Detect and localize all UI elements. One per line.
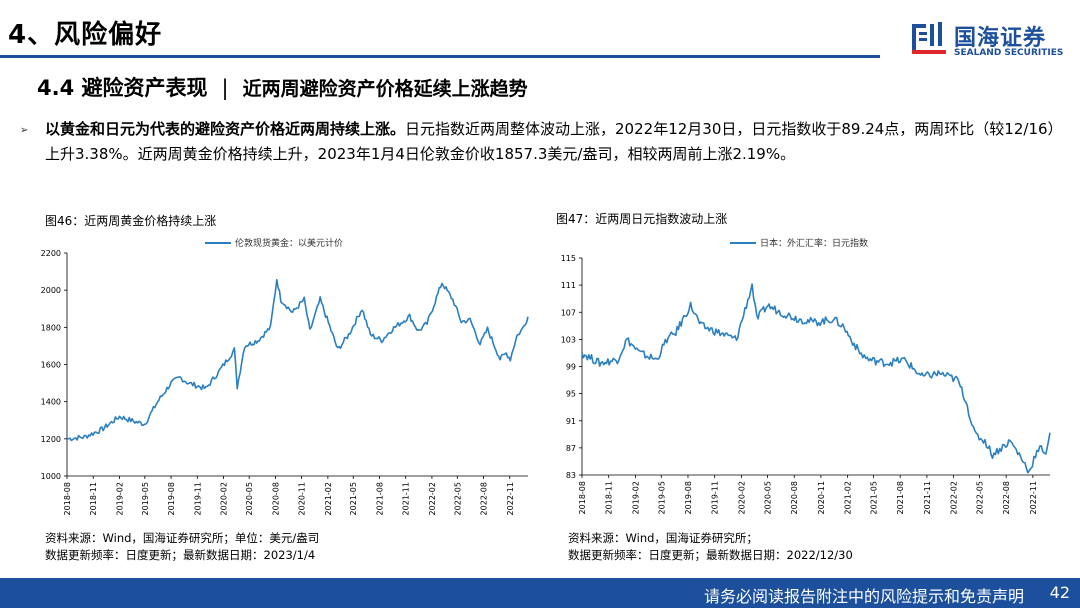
x-tick-label: 2020-05 bbox=[764, 481, 773, 514]
x-tick-label: 2021-08 bbox=[896, 481, 905, 514]
sub-title-separator: | bbox=[221, 76, 229, 100]
x-tick-label: 2018-11 bbox=[89, 482, 98, 515]
fig47-title: 图47：近两周日元指数波动上涨 bbox=[556, 212, 728, 226]
x-tick-label: 2021-02 bbox=[324, 482, 333, 515]
x-tick-label: 2022-08 bbox=[480, 482, 489, 515]
disclaimer-link[interactable]: 请务必阅读报告附注中的风险提示和免责声明 bbox=[703, 587, 1024, 606]
yen-index-chart: 83 87 91 95 99 103 107 111 115 2018-08 2018-11 2019… bbox=[561, 254, 1051, 514]
x-tick-label: 2019-08 bbox=[167, 482, 176, 515]
y-tick-label: 103 bbox=[561, 335, 576, 344]
x-tick-label: 2019-11 bbox=[193, 482, 202, 515]
x-tick-label: 2021-02 bbox=[844, 481, 853, 514]
y-tick-label: 2200 bbox=[41, 249, 61, 258]
y-tick-label: 1000 bbox=[41, 472, 61, 481]
x-tick-label: 2019-08 bbox=[684, 481, 693, 514]
series-line bbox=[66, 279, 529, 442]
fig47-source: 资料来源：Wind，国海证券研究所； bbox=[568, 531, 758, 545]
x-tick-label: 2022-05 bbox=[975, 481, 984, 514]
x-tick-label: 2019-02 bbox=[115, 482, 124, 515]
logo-text-cn: 国海证券 bbox=[954, 26, 1047, 51]
x-tick-label: 2021-05 bbox=[349, 482, 358, 515]
fig47-update: 数据更新频率：日度更新；最新数据日期：2022/12/30 bbox=[568, 548, 853, 562]
y-tick-label: 1400 bbox=[41, 398, 61, 407]
series-line bbox=[581, 283, 1051, 474]
x-tick-label: 2020-02 bbox=[220, 482, 229, 515]
x-tick-label: 2018-08 bbox=[578, 481, 587, 514]
fig47-legend-label: 日本：外汇汇率：日元指数 bbox=[760, 239, 869, 249]
section-title: 4、风险偏好 bbox=[8, 20, 163, 50]
x-tick-label: 2022-05 bbox=[453, 482, 462, 515]
fig46-update: 数据更新频率：日度更新；最新数据日期：2023/1/4 bbox=[45, 548, 316, 562]
y-tick-label: 83 bbox=[566, 471, 576, 480]
y-tick-label: 115 bbox=[561, 254, 576, 263]
x-tick-label: 2022-11 bbox=[506, 482, 515, 515]
x-tick-label: 2022-02 bbox=[950, 481, 959, 514]
x-tick-label: 2022-02 bbox=[428, 482, 437, 515]
header-rule bbox=[0, 55, 880, 58]
summary-body: 日元指数近两周整体波动上涨，2022年12月30日，日元指数收于89.24点，两… bbox=[45, 120, 1056, 163]
x-tick-label: 2020-08 bbox=[790, 481, 799, 514]
sub-title: 4.4 避险资产表现 | 近两周避险资产价格延续上涨趋势 bbox=[37, 72, 528, 102]
sealand-logo-icon bbox=[912, 22, 946, 54]
y-tick-label: 99 bbox=[566, 363, 576, 372]
company-logo: 国海证券 SEALAND SECURITIES bbox=[910, 20, 1070, 62]
y-tick-label: 1200 bbox=[41, 435, 61, 444]
y-tick-label: 2000 bbox=[41, 286, 61, 295]
page-number: 42 bbox=[1049, 583, 1070, 602]
y-tick-label: 95 bbox=[566, 390, 576, 399]
y-tick-label: 107 bbox=[561, 308, 576, 317]
bullet-icon: ➢ bbox=[20, 125, 29, 136]
fig46-legend-label: 伦敦现货黄金：以美元计价 bbox=[235, 239, 344, 249]
x-tick-label: 2022-08 bbox=[1002, 481, 1011, 514]
x-tick-label: 2020-11 bbox=[817, 481, 826, 514]
fig46-source: 资料来源：Wind，国海证券研究所；单位：美元/盎司 bbox=[45, 531, 320, 545]
x-tick-label: 2021-11 bbox=[402, 482, 411, 515]
fig47-legend-swatch bbox=[730, 241, 756, 244]
x-tick-label: 2021-08 bbox=[375, 482, 384, 515]
fig46-title: 图46：近两周黄金价格持续上涨 bbox=[45, 214, 217, 228]
x-tick-label: 2020-05 bbox=[245, 482, 254, 515]
logo-text-en: SEALAND SECURITIES bbox=[954, 48, 1064, 58]
x-tick-label: 2019-05 bbox=[141, 482, 150, 515]
fig47-legend: 日本：外汇汇率：日元指数 bbox=[730, 236, 868, 249]
summary-lead: 以黄金和日元为代表的避险资产价格近两周持续上涨。 bbox=[45, 120, 406, 138]
x-tick-label: 2019-05 bbox=[657, 481, 666, 514]
x-tick-label: 2018-11 bbox=[605, 481, 614, 514]
gold-price-chart: 1000 1200 1400 1600 1800 2000 2200 2018-08 2018-… bbox=[41, 249, 529, 515]
x-tick-label: 2020-02 bbox=[737, 481, 746, 514]
y-tick-label: 1600 bbox=[41, 361, 61, 370]
x-tick-label: 2018-08 bbox=[63, 482, 72, 515]
y-tick-label: 111 bbox=[561, 281, 576, 290]
sub-title-topic: 近两周避险资产价格延续上涨趋势 bbox=[242, 78, 528, 100]
footer-bar: 请务必阅读报告附注中的风险提示和免责声明 42 bbox=[0, 578, 1080, 608]
x-tick-label: 2021-05 bbox=[869, 481, 878, 514]
sub-title-section: 4.4 避险资产表现 bbox=[37, 76, 208, 100]
x-tick-label: 2020-11 bbox=[298, 482, 307, 515]
y-tick-label: 1800 bbox=[41, 323, 61, 332]
y-tick-label: 87 bbox=[566, 444, 576, 453]
fig46-legend: 伦敦现货黄金：以美元计价 bbox=[205, 236, 343, 249]
x-tick-label: 2022-11 bbox=[1029, 481, 1038, 514]
x-tick-label: 2020-08 bbox=[271, 482, 280, 515]
y-tick-label: 91 bbox=[566, 417, 576, 426]
summary-paragraph: 以黄金和日元为代表的避险资产价格近两周持续上涨。日元指数近两周整体波动上涨，20… bbox=[45, 117, 1060, 167]
x-tick-label: 2021-11 bbox=[923, 481, 932, 514]
fig46-legend-swatch bbox=[205, 241, 231, 244]
x-tick-label: 2019-02 bbox=[631, 481, 640, 514]
x-tick-label: 2019-11 bbox=[711, 481, 720, 514]
